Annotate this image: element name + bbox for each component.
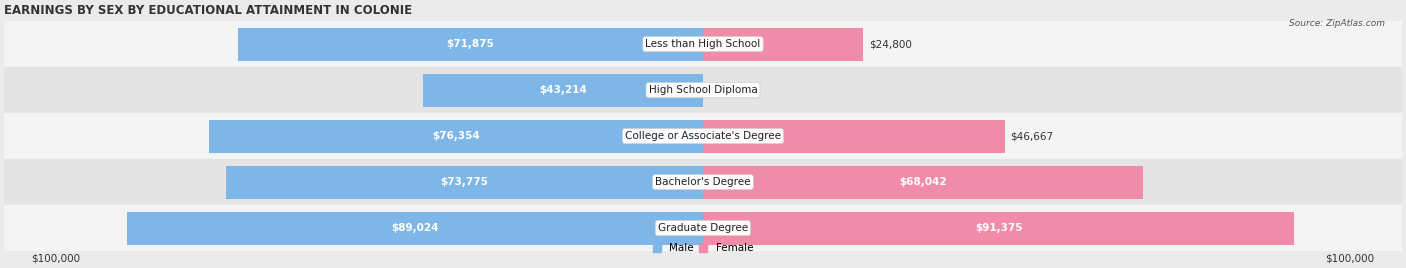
Text: High School Diploma: High School Diploma	[648, 85, 758, 95]
Text: $43,214: $43,214	[540, 85, 588, 95]
Bar	[4, 67, 1402, 113]
Bar	[703, 211, 1295, 245]
Text: $76,354: $76,354	[432, 131, 479, 141]
Text: $91,375: $91,375	[974, 223, 1022, 233]
Bar	[209, 120, 703, 153]
Bar	[238, 28, 703, 61]
Bar	[225, 166, 703, 199]
Text: Graduate Degree: Graduate Degree	[658, 223, 748, 233]
Text: $68,042: $68,042	[900, 177, 948, 187]
Text: Bachelor's Degree: Bachelor's Degree	[655, 177, 751, 187]
Bar	[703, 166, 1143, 199]
Bar	[703, 28, 863, 61]
Bar	[4, 113, 1402, 159]
Legend: Male, Female: Male, Female	[648, 239, 758, 257]
Bar	[4, 159, 1402, 205]
Text: $73,775: $73,775	[440, 177, 488, 187]
Bar	[4, 21, 1402, 67]
Text: Source: ZipAtlas.com: Source: ZipAtlas.com	[1289, 19, 1385, 28]
Bar	[127, 211, 703, 245]
Text: $0: $0	[709, 85, 721, 95]
Text: $71,875: $71,875	[447, 39, 495, 49]
Text: EARNINGS BY SEX BY EDUCATIONAL ATTAINMENT IN COLONIE: EARNINGS BY SEX BY EDUCATIONAL ATTAINMEN…	[4, 4, 412, 17]
Bar	[703, 120, 1005, 153]
Text: $89,024: $89,024	[391, 223, 439, 233]
Text: Less than High School: Less than High School	[645, 39, 761, 49]
Text: $46,667: $46,667	[1010, 131, 1053, 141]
Bar	[4, 205, 1402, 251]
Text: $24,800: $24,800	[869, 39, 911, 49]
Bar	[423, 73, 703, 107]
Text: College or Associate's Degree: College or Associate's Degree	[626, 131, 780, 141]
